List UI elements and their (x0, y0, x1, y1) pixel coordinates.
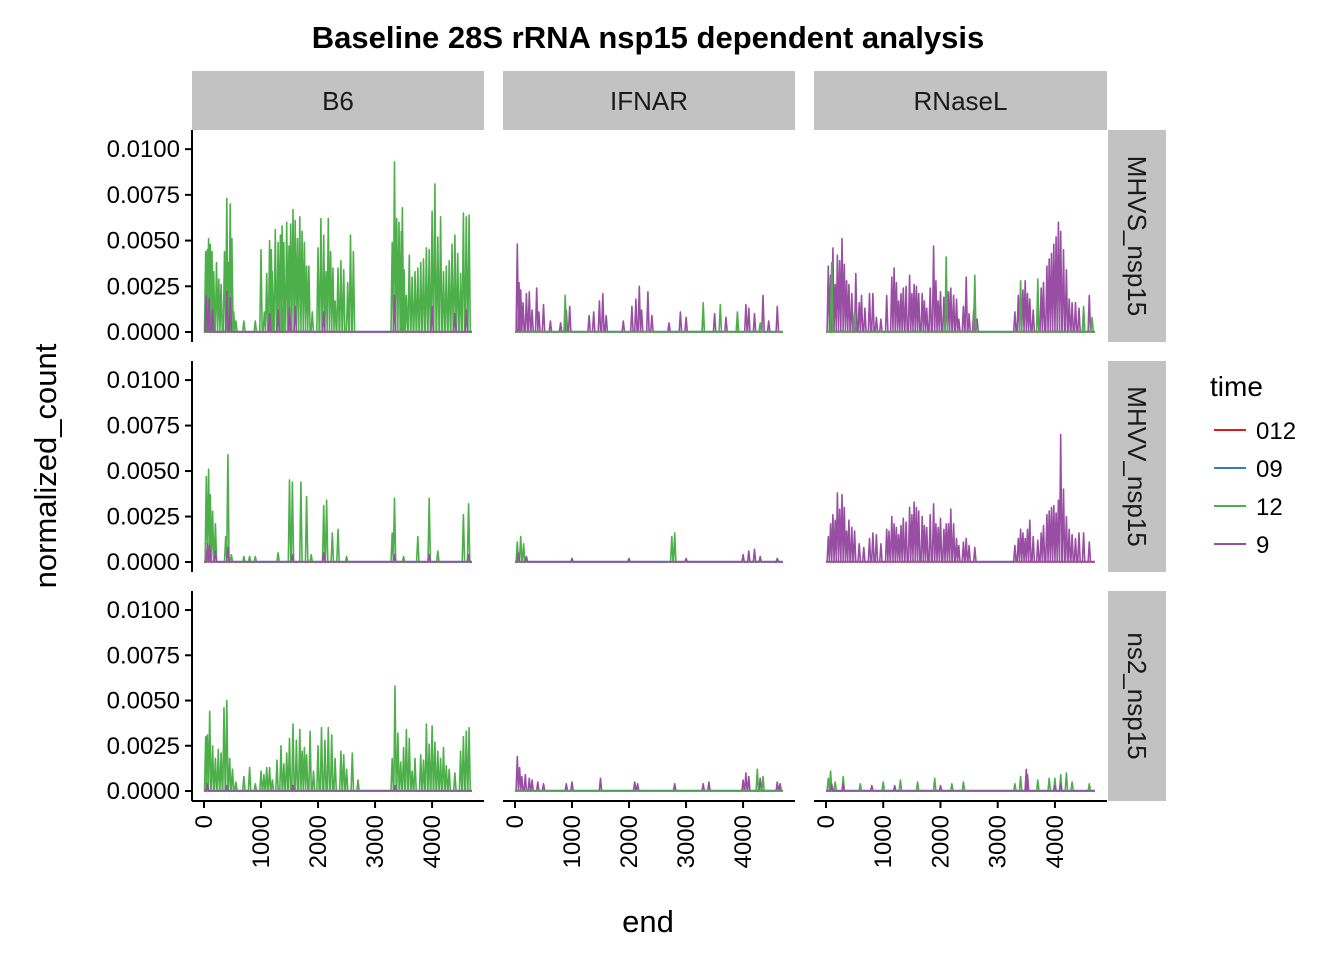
series-12-line (204, 453, 472, 563)
x-tick-label: 0 (813, 815, 840, 828)
chart-title: Baseline 28S rRNA nsp15 dependent analys… (312, 20, 985, 55)
panels-layer: B6 IFNAR RNaseL MHVS_nsp15 MHVV_nsp15 ns2_nsp… (107, 71, 1166, 868)
facet-strip-label-ns2-nsp15: ns2_nsp15 (1122, 632, 1152, 759)
y-tick-label: 0.0050 (107, 688, 180, 715)
facet-strip-label-mhvv-nsp15: MHVV_nsp15 (1122, 386, 1152, 546)
y-tick-label: 0.0075 (107, 182, 180, 209)
x-tick-label: 1000 (559, 815, 586, 868)
panel-rnasel-mhvs-nsp15 (826, 221, 1095, 333)
panel-rnasel-ns2-nsp15: 0 1000 2000 3000 4000 (813, 768, 1107, 868)
x-tick-label: 4000 (730, 815, 757, 868)
series-9-line (826, 433, 1095, 563)
facet-strip-label-rnasel: RNaseL (914, 86, 1008, 116)
y-tick-label: 0.0100 (107, 136, 180, 163)
x-tick-label: 2000 (927, 815, 954, 868)
x-tick-label: 4000 (1042, 815, 1069, 868)
x-tick-label: 1000 (870, 815, 897, 868)
x-axis-title: end (622, 904, 674, 939)
legend-label-9: 9 (1256, 532, 1269, 559)
panel-ifnar-ns2-nsp15: 0 1000 2000 3000 4000 (502, 755, 795, 868)
y-tick-label: 0.0000 (107, 319, 180, 346)
facet-strip-label-b6: B6 (322, 86, 354, 116)
series-12-line (515, 768, 783, 792)
y-tick-label: 0.0000 (107, 778, 180, 805)
series-12-line (203, 685, 472, 792)
facet-strip-label-mhvs-nsp15: MHVS_nsp15 (1122, 156, 1152, 316)
y-axis-title: normalized_count (28, 343, 63, 588)
series-9-line (204, 783, 472, 792)
x-tick-label: 3000 (362, 815, 389, 868)
panel-ifnar-mhvv-nsp15 (515, 532, 783, 563)
series-9-line (204, 291, 472, 333)
facet-strip-ifnar (503, 71, 795, 130)
y-tick-label: 0.0050 (107, 228, 180, 255)
y-tick-label: 0.0100 (107, 367, 180, 394)
x-tick-label: 0 (502, 815, 529, 828)
series-9-line (826, 221, 1095, 333)
series-12-line (826, 256, 1095, 333)
series-9-line (826, 768, 1095, 792)
panel-ifnar-mhvs-nsp15 (515, 243, 783, 333)
facet-strip-rnasel (814, 71, 1107, 130)
x-tick-label: 2000 (616, 815, 643, 868)
y-tick-label: 0.0075 (107, 413, 180, 440)
legend-label-12: 12 (1256, 494, 1283, 521)
y-tick-label: 0.0025 (107, 273, 180, 300)
facet-strip-b6 (192, 71, 484, 130)
series-12-line (826, 770, 1095, 792)
panel-rnasel-mhvv-nsp15 (826, 433, 1095, 563)
series-9-line (515, 548, 783, 563)
y-tick-label: 0.0000 (107, 549, 180, 576)
facet-strip-label-ifnar: IFNAR (610, 86, 688, 116)
y-tick-label: 0.0025 (107, 733, 180, 760)
facet-strip-mhvv-nsp15 (1108, 361, 1166, 572)
panel-b6-ns2-nsp15: 0.0000 0.0025 0.0050 0.0075 0.0100 0 1000 2000 3… (107, 591, 484, 868)
y-tick-label: 0.0100 (107, 597, 180, 624)
series-12-line (515, 294, 783, 333)
panel-b6-mhvv-nsp15: 0.0000 0.0025 0.0050 0.0075 0.0100 (107, 361, 472, 576)
legend-title: time (1210, 371, 1263, 402)
facet-strip-mhvs-nsp15 (1108, 130, 1166, 342)
y-tick-label: 0.0075 (107, 642, 180, 669)
legend-label-012: 012 (1256, 418, 1296, 445)
series-9-line (515, 243, 783, 333)
x-tick-label: 4000 (419, 815, 446, 868)
x-tick-label: 3000 (985, 815, 1012, 868)
x-tick-label: 1000 (248, 815, 275, 868)
panel-b6-mhvs-nsp15: 0.0000 0.0025 0.0050 0.0075 0.0100 (107, 130, 472, 346)
legend: time 012 09 12 9 (1210, 371, 1296, 559)
facet-strip-ns2-nsp15 (1108, 591, 1166, 801)
x-tick-label: 2000 (305, 815, 332, 868)
y-tick-label: 0.0025 (107, 504, 180, 531)
legend-label-09: 09 (1256, 456, 1283, 483)
x-tick-label: 3000 (673, 815, 700, 868)
x-tick-label: 0 (191, 815, 218, 828)
y-tick-label: 0.0050 (107, 458, 180, 485)
series-9-line (515, 755, 783, 792)
series-9-line (204, 543, 472, 563)
